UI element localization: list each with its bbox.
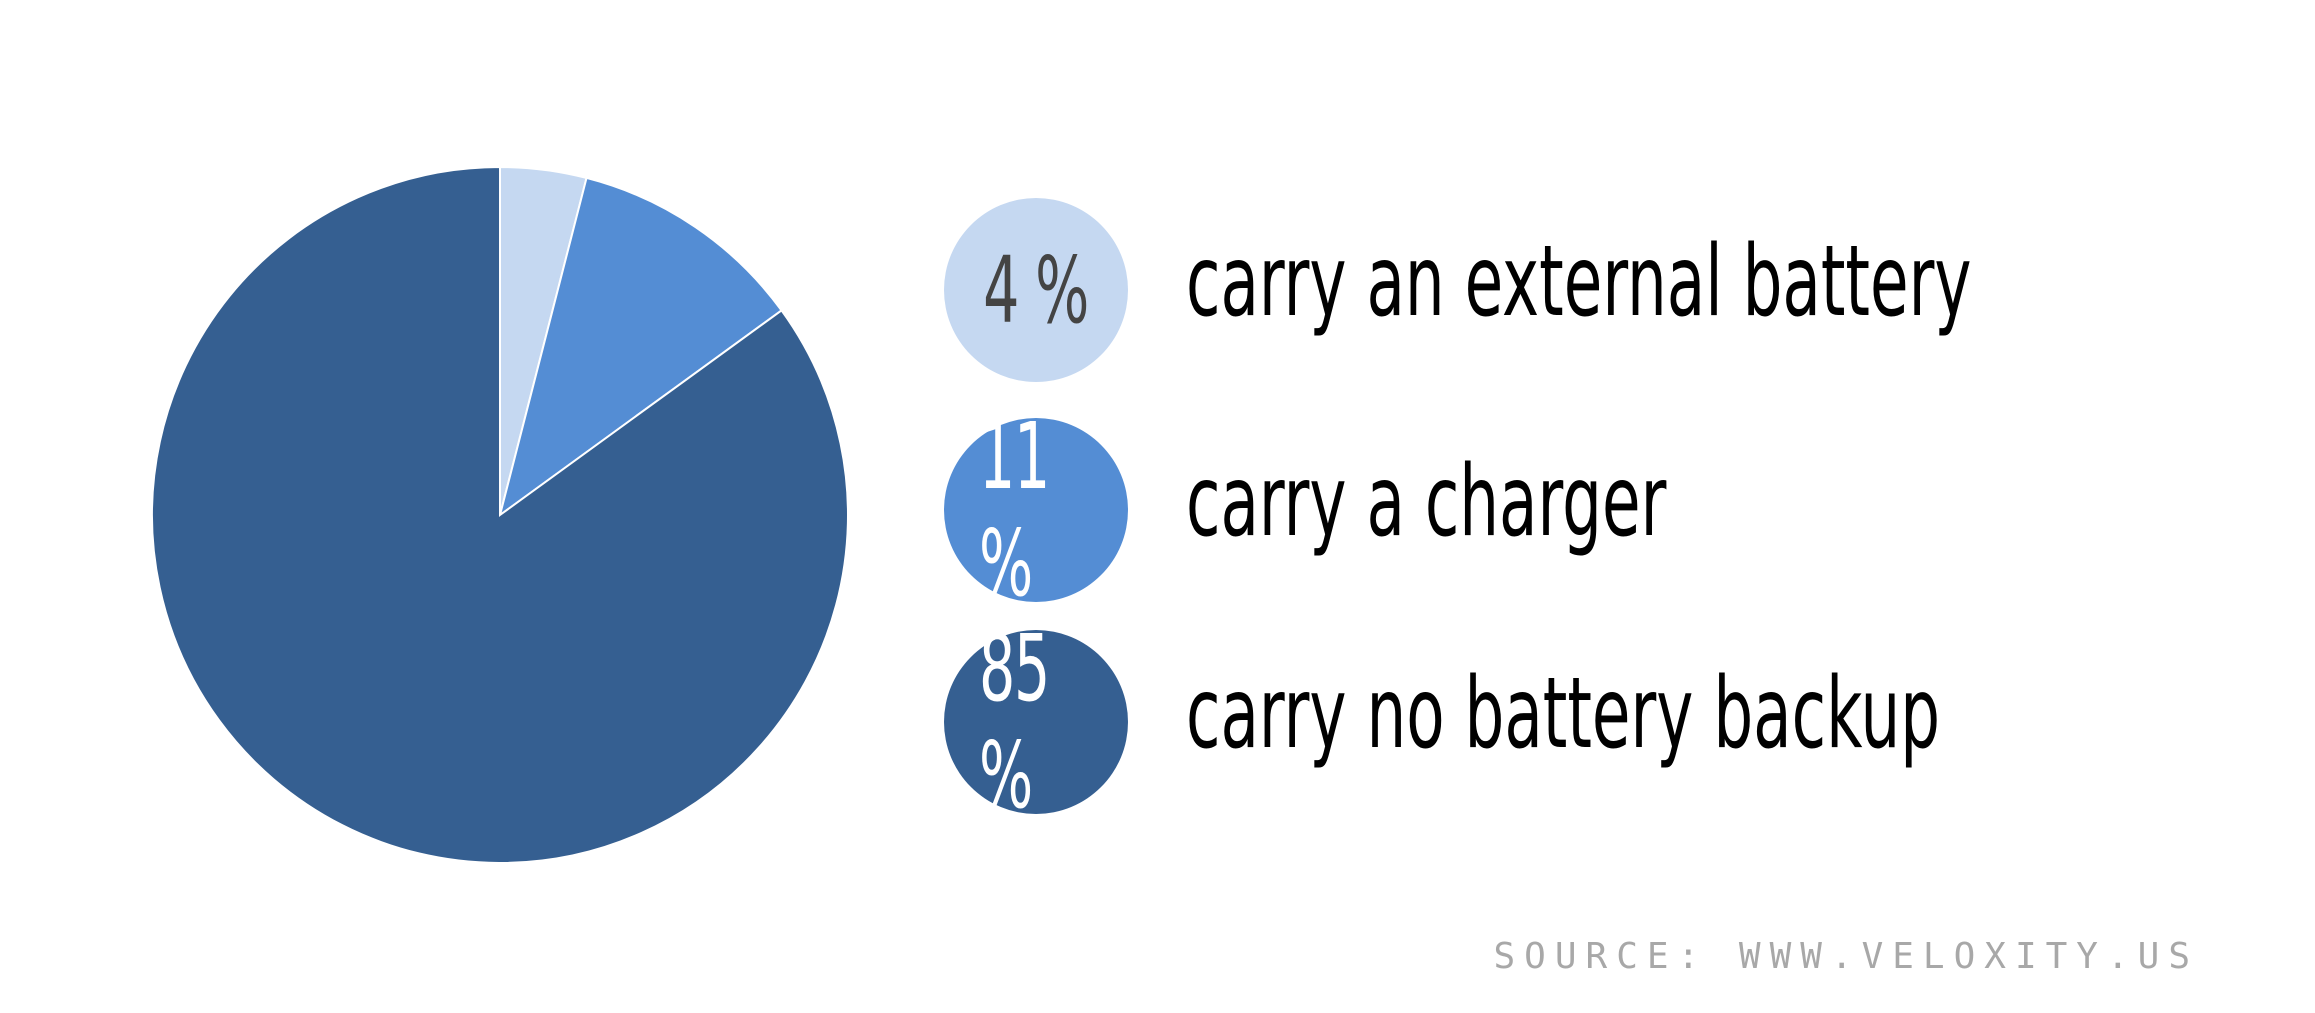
- legend-label-external-battery: carry an external battery: [1186, 225, 1972, 339]
- badge-external-battery: 4 %: [944, 198, 1128, 382]
- pie-slice-charger: [498, 176, 783, 518]
- legend-row-external-battery: 4 % carry an external battery: [0, 198, 2315, 382]
- source-credit: SOURCE: WWW.VELOXITY.US: [1493, 936, 2199, 977]
- legend-label-charger: carry a charger: [1186, 445, 1667, 559]
- badge-no-backup: 85 %: [944, 615, 1128, 829]
- badge-value: 85 %: [978, 615, 1050, 829]
- badge-value: 11 %: [978, 403, 1050, 617]
- pie-slice-no-backup: [151, 165, 849, 864]
- legend-row-charger: 11 % carry a charger: [0, 403, 2315, 617]
- badge-charger: 11 %: [944, 403, 1128, 617]
- legend-row-no-backup: 85 % carry no battery backup: [0, 615, 2315, 829]
- badge-value: 4 %: [983, 236, 1090, 344]
- legend-label-no-backup: carry no battery backup: [1186, 657, 1941, 771]
